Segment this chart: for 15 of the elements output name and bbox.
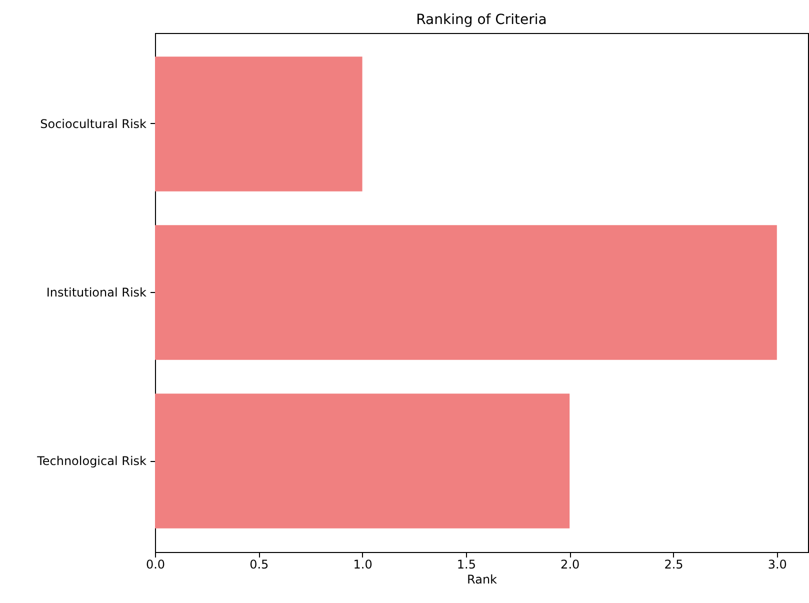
x-tick-label: 0.0 xyxy=(146,558,166,572)
y-tick-label: Institutional Risk xyxy=(46,286,147,300)
x-tick-label: 2.5 xyxy=(664,558,684,572)
bar xyxy=(155,56,362,192)
x-tick-label: 3.0 xyxy=(768,558,787,572)
x-tick-label: 2.0 xyxy=(560,558,580,572)
bar xyxy=(155,225,777,360)
chart-title: Ranking of Criteria xyxy=(416,12,547,28)
x-tick-label: 1.5 xyxy=(456,558,476,572)
y-tick-label: Technological Risk xyxy=(36,454,147,468)
x-axis-title: Rank xyxy=(467,572,498,586)
bar xyxy=(155,394,570,528)
x-tick-label: 0.5 xyxy=(250,558,269,572)
y-tick-label: Sociocultural Risk xyxy=(40,116,147,131)
x-tick-label: 1.0 xyxy=(353,558,372,572)
